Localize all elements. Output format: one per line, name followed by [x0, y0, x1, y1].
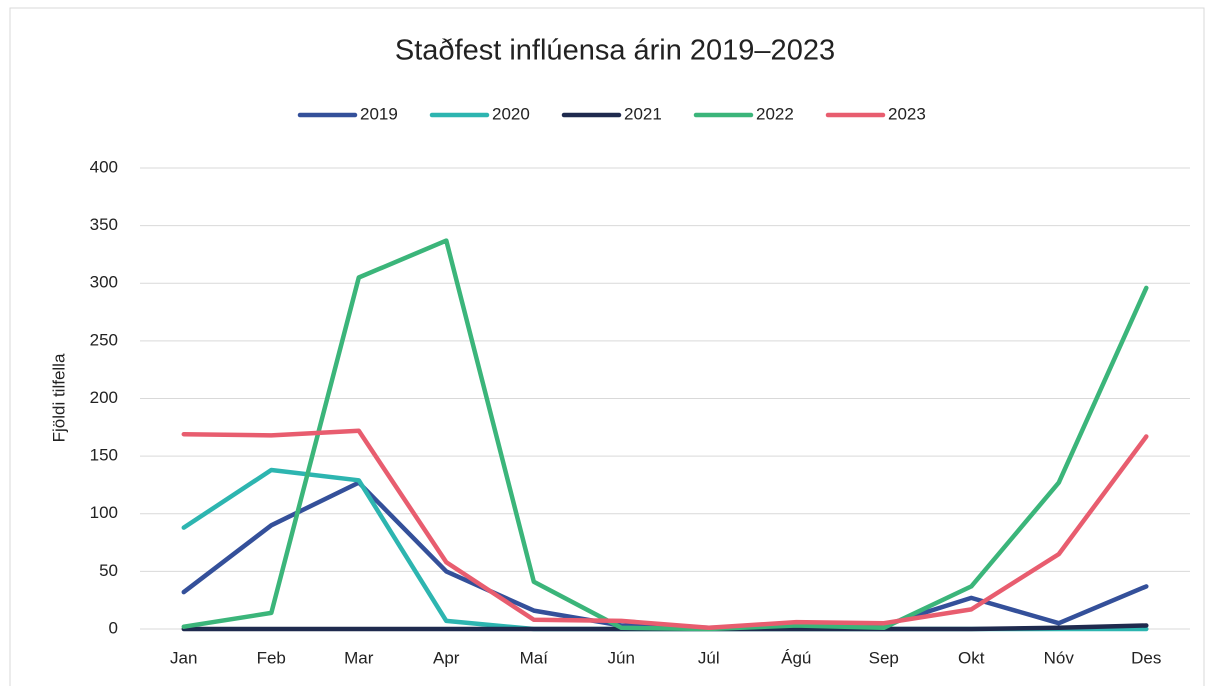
- legend-label: 2021: [624, 104, 662, 123]
- chart-border: [9, 7, 1205, 686]
- x-tick-label: Nóv: [1044, 648, 1075, 667]
- x-tick-label: Sep: [869, 648, 899, 667]
- legend-label: 2022: [756, 104, 794, 123]
- chart-title: Staðfest inflúensa árin 2019–2023: [395, 35, 835, 67]
- x-tick-label: Apr: [433, 648, 460, 667]
- y-tick-label: 100: [90, 503, 118, 522]
- x-tick-label: Okt: [958, 648, 985, 667]
- y-tick-label: 400: [90, 157, 118, 176]
- y-tick-label: 250: [90, 330, 118, 349]
- x-tick-label: Maí: [520, 648, 549, 667]
- y-tick-label: 300: [90, 273, 118, 292]
- series-line: [181, 428, 1149, 631]
- y-tick-label: 150: [90, 446, 118, 465]
- y-tick-label: 50: [99, 561, 118, 580]
- y-tick-label: 200: [90, 388, 118, 407]
- legend-label: 2019: [360, 104, 398, 123]
- x-tick-label: Des: [1131, 648, 1161, 667]
- x-tick-label: Jún: [608, 648, 635, 667]
- x-tick-label: Ágú: [781, 648, 811, 667]
- y-tick-label: 350: [90, 215, 118, 234]
- series-line: [181, 480, 1149, 631]
- y-axis-label: Fjöldi tilfella: [49, 353, 68, 442]
- x-tick-label: Mar: [344, 648, 374, 667]
- legend-label: 2020: [492, 104, 530, 123]
- x-tick-label: Júl: [698, 648, 720, 667]
- x-tick-label: Feb: [257, 648, 286, 667]
- series-line: [181, 238, 1149, 632]
- y-tick-label: 0: [109, 618, 118, 637]
- legend-label: 2023: [888, 104, 926, 123]
- x-tick-label: Jan: [170, 648, 197, 667]
